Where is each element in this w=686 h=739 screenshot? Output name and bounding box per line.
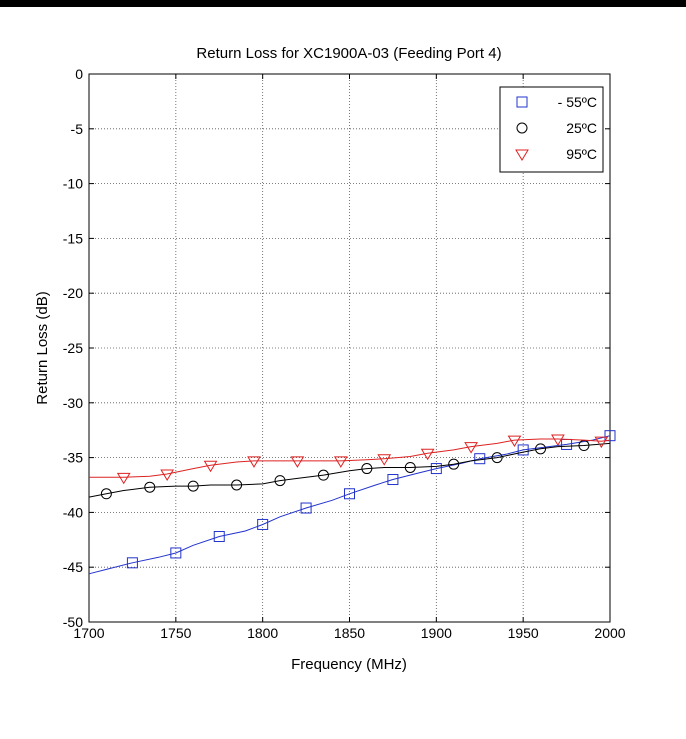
- data-point-square: [604, 430, 616, 442]
- series-line: [88, 435, 611, 575]
- data-point-square: [387, 474, 399, 486]
- data-point-circle: [274, 475, 286, 487]
- series-layer: [88, 430, 616, 575]
- top-border: [0, 0, 686, 7]
- legend-label: 95ºC: [566, 146, 597, 162]
- y-tick-label: -45: [63, 559, 83, 575]
- legend-marker-square: [516, 96, 528, 108]
- data-point-circle: [317, 469, 329, 481]
- x-tick-label: 1700: [73, 625, 104, 641]
- y-axis-label: Return Loss (dB): [34, 291, 51, 404]
- data-point-square: [344, 488, 355, 500]
- chart-title: Return Loss for XC1900A-03 (Feeding Port…: [196, 45, 501, 62]
- data-point-square: [517, 444, 529, 456]
- y-tick-label: -15: [63, 230, 83, 246]
- data-point-triangle-down: [333, 456, 348, 468]
- legend-marker-triangle-down: [515, 149, 529, 161]
- y-tick-label: -25: [63, 340, 83, 356]
- series-0: [88, 430, 616, 575]
- legend-label: - 55ºC: [558, 94, 597, 110]
- data-point-square: [257, 518, 269, 530]
- x-tick-label: 1950: [508, 625, 539, 641]
- data-point-square: [170, 547, 182, 559]
- x-tick-label: 2000: [594, 625, 625, 641]
- data-point-circle: [535, 443, 547, 455]
- y-tick-label: -50: [63, 614, 83, 630]
- data-point-circle: [491, 452, 503, 464]
- data-point-triangle-down: [551, 434, 565, 446]
- x-tick-label: 1850: [334, 625, 365, 641]
- x-tick-label: 1750: [160, 625, 191, 641]
- grid-lines: [89, 74, 610, 622]
- data-point-square: [300, 502, 312, 514]
- data-point-triangle-down: [594, 436, 609, 449]
- data-point-circle: [448, 458, 460, 470]
- data-point-triangle-down: [507, 435, 522, 448]
- series-line: [89, 438, 611, 478]
- data-point-triangle-down: [247, 456, 261, 468]
- y-tick-label: -20: [63, 285, 83, 301]
- data-point-triangle-down: [420, 448, 435, 461]
- data-point-triangle-down: [160, 469, 175, 482]
- y-tick-label: -30: [63, 395, 83, 411]
- y-tick-label: -5: [71, 121, 84, 137]
- data-point-square: [126, 557, 138, 569]
- data-point-circle: [100, 488, 112, 500]
- series-2: [89, 434, 611, 485]
- series-1: [88, 440, 611, 500]
- data-point-triangle-down: [116, 472, 131, 485]
- data-point-square: [213, 531, 225, 543]
- x-axis-label: Frequency (MHz): [291, 656, 407, 673]
- legend: - 55ºC 25ºC 95ºC: [499, 86, 604, 173]
- legend-label: 25ºC: [566, 120, 597, 136]
- data-point-circle: [361, 463, 373, 475]
- y-tick-label: -40: [63, 504, 83, 520]
- x-tick-label: 1800: [247, 625, 278, 641]
- legend-marker-circle: [516, 122, 528, 134]
- series-line: [88, 442, 611, 498]
- data-point-square: [430, 463, 442, 475]
- data-point-circle: [404, 461, 416, 473]
- data-point-triangle-down: [203, 460, 218, 473]
- y-tick-label: -10: [63, 176, 83, 192]
- data-point-triangle-down: [464, 442, 478, 454]
- data-point-circle: [144, 481, 156, 493]
- data-point-triangle-down: [290, 456, 305, 468]
- data-point-circle: [187, 480, 199, 492]
- y-tick-label: -35: [63, 450, 83, 466]
- data-point-circle: [231, 479, 243, 491]
- y-tick-label: 0: [75, 66, 83, 82]
- axis-ticks: 1700 1750 1800 1850 1900 1950 2000 0 -5 -10 -15 -20…: [63, 66, 626, 641]
- x-tick-label: 1900: [421, 625, 452, 641]
- data-point-triangle-down: [377, 454, 392, 466]
